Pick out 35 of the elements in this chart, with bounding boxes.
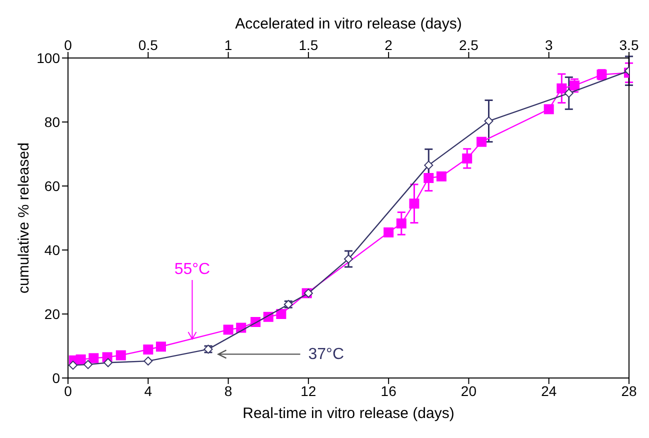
x-tick-label: 28: [621, 382, 637, 399]
y-tick-label: 20: [44, 306, 60, 322]
point: [484, 116, 494, 126]
x-tick-label: 8: [224, 382, 232, 399]
x-axis-title: Real-time in vitro release (days): [242, 405, 454, 422]
y-tick-label: 80: [44, 114, 60, 130]
y-tick-label: 40: [44, 242, 60, 258]
annotation: 55°C: [174, 260, 210, 278]
x-tick-label: 0: [64, 382, 72, 399]
point: [104, 358, 113, 368]
x2-tick-label: 3.5: [619, 37, 639, 53]
point: [344, 254, 353, 264]
y-tick-label: 0: [52, 370, 60, 386]
point: [564, 88, 574, 98]
x-tick-label: 16: [380, 382, 397, 399]
x2-tick-label: 1: [224, 37, 232, 53]
x2-tick-label: 2: [384, 37, 393, 53]
x-tick-label: 4: [144, 382, 152, 399]
x-tick-label: 20: [460, 382, 477, 399]
point: [144, 356, 153, 366]
x-tick-label: 24: [541, 382, 557, 399]
x2-axis-title: Accelerated in vitro release (days): [235, 16, 462, 33]
y-axis-title: cumulative % released: [15, 142, 32, 294]
annotation: 37°C: [308, 346, 344, 364]
x2-tick-label: 0: [64, 37, 72, 53]
x2-tick-label: 1.5: [298, 37, 318, 53]
point: [424, 160, 434, 170]
point: [68, 360, 78, 370]
x2-tick-label: 0.5: [138, 37, 158, 53]
x-tick-label: 12: [300, 382, 316, 399]
x2-tick-label: 3: [544, 37, 553, 53]
point: [84, 360, 93, 370]
y-tick-label: 100: [36, 50, 60, 66]
x2-tick-label: 2.5: [458, 37, 479, 53]
y-tick-label: 60: [44, 178, 60, 194]
